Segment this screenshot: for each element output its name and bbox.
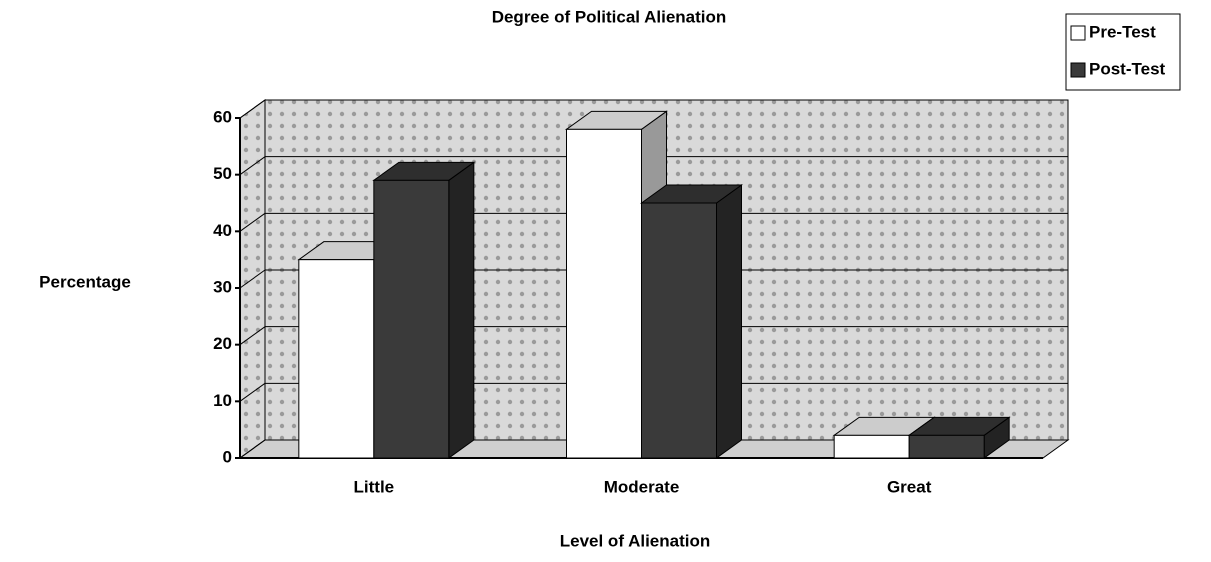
chart-title: Degree of Political Alienation	[492, 7, 727, 26]
grid-line	[239, 269, 266, 289]
y-tick-label: 30	[213, 277, 232, 296]
bar	[833, 434, 910, 459]
bar	[641, 202, 717, 459]
grid-line	[239, 156, 266, 176]
y-tick-label: 50	[213, 164, 232, 183]
bar	[908, 434, 985, 459]
bar-side	[448, 161, 475, 459]
y-axis-label: Percentage	[39, 272, 131, 291]
y-tick-label: 0	[223, 447, 232, 466]
bar-side	[716, 184, 742, 459]
bar	[298, 259, 375, 459]
x-axis-label: Level of Alienation	[560, 531, 711, 550]
grid-line	[239, 99, 266, 119]
x-tick-label: Moderate	[604, 477, 680, 496]
x-tick-label: Little	[354, 477, 395, 496]
legend-label: Post-Test	[1089, 59, 1166, 78]
legend-swatch	[1070, 25, 1086, 41]
grid-line	[239, 382, 266, 402]
legend-swatch	[1070, 62, 1086, 78]
grid-line	[239, 439, 266, 459]
y-tick-label: 60	[213, 107, 232, 126]
y-tick-label: 20	[213, 334, 232, 353]
grid-line	[239, 326, 266, 346]
x-tick-label: Great	[887, 477, 932, 496]
legend-label: Pre-Test	[1089, 22, 1156, 41]
grid-line	[239, 212, 266, 232]
bar	[373, 179, 450, 459]
y-tick-label: 40	[213, 221, 232, 240]
bar	[566, 128, 642, 459]
y-tick-label: 10	[213, 391, 232, 410]
